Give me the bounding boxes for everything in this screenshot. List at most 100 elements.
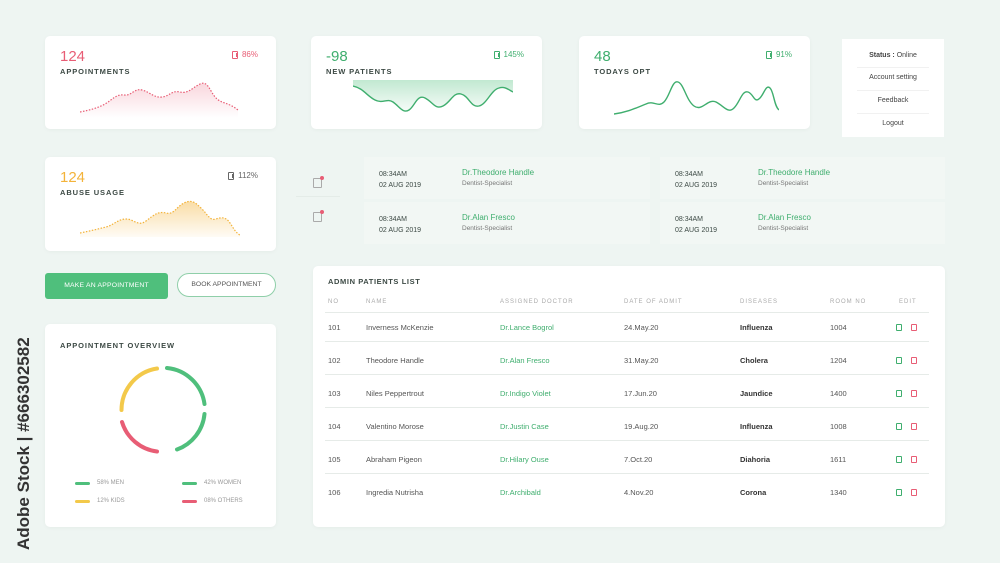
cell-doctor: Dr.Hilary Ouse	[500, 455, 549, 464]
edit-icon[interactable]	[896, 489, 902, 496]
cell-disease: Influenza	[740, 422, 773, 431]
col-header-name: NAME	[366, 299, 388, 305]
cell-disease: Cholera	[740, 356, 768, 365]
schedule-time: 08:34AM 02 AUG 2019	[675, 171, 718, 189]
notification-icon[interactable]	[313, 210, 324, 222]
delete-icon[interactable]	[911, 324, 917, 331]
schedule-card[interactable]: 08:34AM 02 AUG 2019 Dr.Alan Fresco Dentis…	[364, 202, 650, 244]
stat-value: -98	[326, 48, 348, 65]
cell-doctor: Dr.Justin Case	[500, 422, 549, 431]
cell-no: 106	[328, 488, 341, 497]
overview-title: APPOINTMENT OVERVIEW	[60, 341, 175, 350]
row-divider	[325, 374, 929, 375]
stat-percent: 91%	[765, 50, 792, 59]
cell-date: 4.Nov.20	[624, 488, 654, 497]
cell-disease: Influenza	[740, 323, 773, 332]
delete-icon[interactable]	[911, 423, 917, 430]
edit-icon[interactable]	[896, 324, 902, 331]
cell-doctor: Dr.Lance Bogrol	[500, 323, 554, 332]
table-title: ADMIN PATIENTS LIST	[328, 277, 421, 286]
row-divider	[325, 341, 929, 342]
donut-segment-men	[165, 366, 207, 406]
stat-label: APPOINTMENTS	[60, 67, 131, 76]
edit-icon[interactable]	[896, 390, 902, 397]
row-divider	[325, 473, 929, 474]
make-appointment-button[interactable]: MAKE AN APPOINTMENT	[45, 273, 168, 299]
legend-kids: 12% KIDS	[75, 498, 125, 504]
schedule-doctor: Dr.Alan Fresco	[462, 213, 515, 222]
cell-room: 1008	[830, 422, 847, 431]
edit-icon[interactable]	[896, 456, 902, 463]
donut-segment-others	[120, 420, 159, 454]
cell-room: 1340	[830, 488, 847, 497]
schedule-card[interactable]: 08:34AM 02 AUG 2019 Dr.Alan Fresco Dentis…	[660, 202, 945, 244]
cell-no: 105	[328, 455, 341, 464]
delete-icon[interactable]	[911, 456, 917, 463]
stat-percent: 112%	[228, 171, 258, 180]
menu-feedback[interactable]: Feedback	[877, 97, 909, 104]
legend-men: 58% MEN	[75, 480, 124, 486]
stat-percent: 145%	[493, 50, 524, 59]
watermark: Adobe Stock | #666302582	[14, 337, 33, 550]
cell-name: Inverness McKenzie	[366, 323, 434, 332]
cell-room: 1004	[830, 323, 847, 332]
cell-name: Theodore Handle	[366, 356, 424, 365]
cell-disease: Diahoria	[740, 455, 771, 464]
delete-icon[interactable]	[911, 390, 917, 397]
stat-card-new-patients: -98 NEW PATIENTS 145%	[311, 36, 542, 129]
col-header-date: DATE OF ADMIT	[624, 299, 683, 305]
cell-name: Ingredia Nutrisha	[366, 488, 424, 497]
chart-icon	[493, 50, 500, 59]
col-header-room: ROOM NO	[830, 299, 867, 305]
cell-name: Valentino Morose	[366, 422, 424, 431]
schedule-time: 08:34AM 02 AUG 2019	[379, 171, 422, 189]
cell-name: Abraham Pigeon	[366, 455, 422, 464]
divider	[296, 196, 340, 197]
notification-icon[interactable]	[313, 176, 324, 188]
edit-icon[interactable]	[896, 357, 902, 364]
cell-no: 102	[328, 356, 341, 365]
stat-label: NEW PATIENTS	[326, 67, 393, 76]
cell-room: 1204	[830, 356, 847, 365]
stat-card-todays-opt: 48 TODAYS OPT 91%	[579, 36, 810, 129]
delete-icon[interactable]	[911, 489, 917, 496]
status-indicator: Status : Online	[869, 52, 917, 59]
schedule-doctor: Dr.Alan Fresco	[758, 213, 811, 222]
schedule-doctor: Dr.Theodore Handle	[462, 168, 535, 177]
cell-room: 1400	[830, 389, 847, 398]
schedule-specialty: Dentist-Specialist	[758, 225, 809, 232]
cell-doctor: Dr.Indigo Violet	[500, 389, 551, 398]
status-menu: Status : Online Account setting Feedback…	[842, 39, 944, 137]
appointment-overview-card: APPOINTMENT OVERVIEW 58% MEN 42% WOMEN 1…	[45, 324, 276, 527]
abuse-usage-sparkline	[80, 200, 240, 237]
stat-value: 124	[60, 169, 86, 186]
chart-icon	[231, 50, 238, 59]
chart-icon	[765, 50, 772, 59]
menu-logout[interactable]: Logout	[882, 120, 904, 127]
schedule-time: 08:34AM 02 AUG 2019	[675, 216, 718, 234]
cell-name: Niles Peppertrout	[366, 389, 424, 398]
donut-segment-kids	[119, 366, 159, 412]
row-divider	[325, 407, 929, 408]
delete-icon[interactable]	[911, 357, 917, 364]
book-appointment-button[interactable]: BOOK APPOINTMENT	[177, 273, 276, 297]
stat-percent: 86%	[231, 50, 258, 59]
schedule-specialty: Dentist-Specialist	[462, 180, 513, 187]
legend-others: 08% OTHERS	[182, 498, 243, 504]
schedule-card[interactable]: 08:34AM 02 AUG 2019 Dr.Theodore Handle De…	[364, 157, 650, 199]
edit-icon[interactable]	[896, 423, 902, 430]
col-header-edit: EDIT	[899, 299, 917, 305]
cell-date: 24.May.20	[624, 323, 659, 332]
schedule-doctor: Dr.Theodore Handle	[758, 168, 831, 177]
cell-disease: Corona	[740, 488, 767, 497]
menu-account-setting[interactable]: Account setting	[869, 74, 917, 81]
schedule-card[interactable]: 08:34AM 02 AUG 2019 Dr.Theodore Handle De…	[660, 157, 945, 199]
cell-doctor: Dr.Alan Fresco	[500, 356, 550, 365]
svg-text:Adobe Stock | #666302582: Adobe Stock | #666302582	[14, 337, 33, 550]
appointments-sparkline	[80, 82, 239, 118]
schedule-specialty: Dentist-Specialist	[758, 180, 809, 187]
cell-date: 7.Oct.20	[624, 455, 653, 464]
schedule-specialty: Dentist-Specialist	[462, 225, 513, 232]
cell-disease: Jaundice	[740, 389, 773, 398]
stat-card-abuse-usage: 124 ABUSE USAGE 112%	[45, 157, 276, 251]
